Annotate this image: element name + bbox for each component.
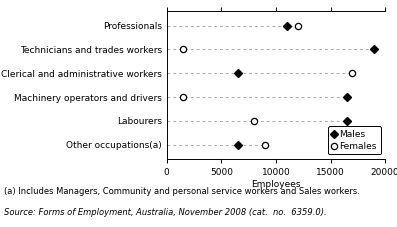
X-axis label: Employees: Employees: [251, 180, 301, 189]
Text: Source: Forms of Employment, Australia, November 2008 (cat.  no.  6359.0).: Source: Forms of Employment, Australia, …: [4, 208, 327, 217]
Legend: Males, Females: Males, Females: [328, 126, 381, 154]
Text: (a) Includes Managers, Community and personal service workers and Sales workers.: (a) Includes Managers, Community and per…: [4, 187, 360, 196]
